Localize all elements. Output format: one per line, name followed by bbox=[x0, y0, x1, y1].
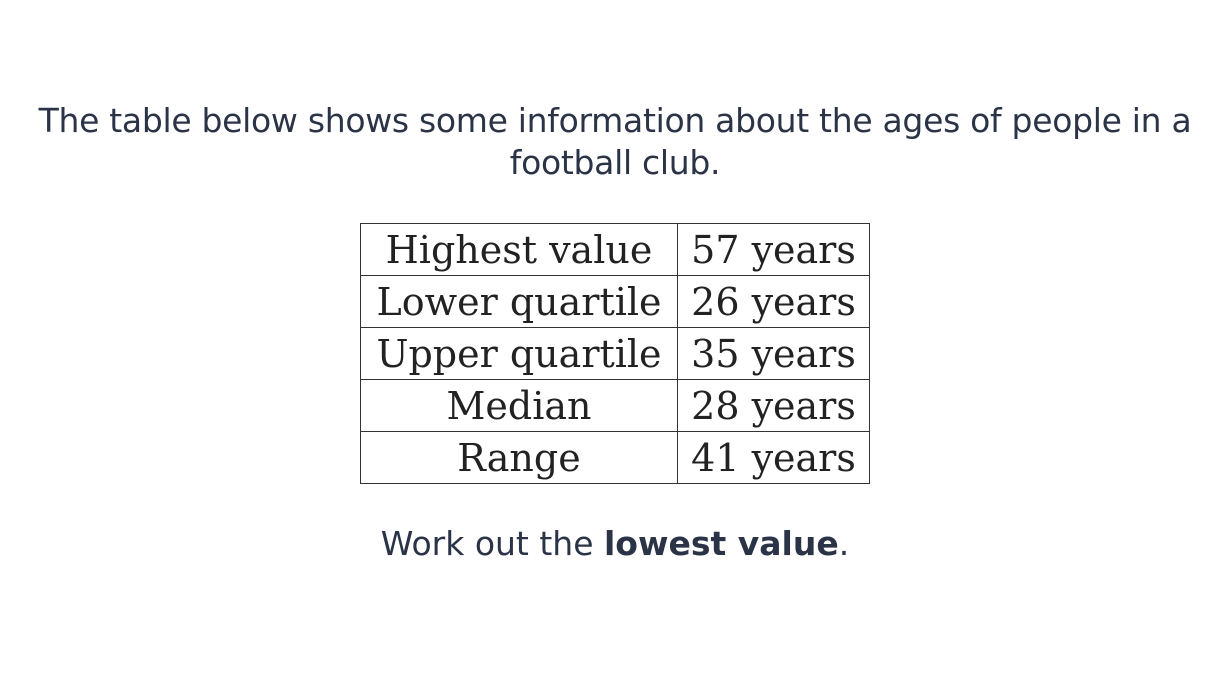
intro-line-2: football club. bbox=[509, 143, 721, 182]
row-value: 35 years bbox=[677, 327, 870, 380]
task-instruction: Work out the lowest value. bbox=[0, 522, 1230, 566]
row-value: 57 years bbox=[677, 223, 870, 276]
age-statistics-table: Highest value 57 years Lower quartile 26… bbox=[360, 223, 870, 484]
table-row: Median 28 years bbox=[360, 379, 870, 432]
question-intro: The table below shows some information a… bbox=[0, 100, 1230, 184]
task-suffix: . bbox=[838, 524, 850, 563]
intro-line-1: The table below shows some information a… bbox=[38, 101, 1192, 140]
row-label: Highest value bbox=[360, 223, 678, 276]
row-label: Median bbox=[360, 379, 678, 432]
task-emphasis: lowest value bbox=[604, 524, 839, 563]
task-prefix: Work out the bbox=[380, 524, 604, 563]
table-row: Upper quartile 35 years bbox=[360, 327, 870, 380]
table-row: Range 41 years bbox=[360, 431, 870, 484]
table-row: Highest value 57 years bbox=[360, 223, 870, 276]
row-value: 28 years bbox=[677, 379, 870, 432]
row-label: Range bbox=[360, 431, 678, 484]
row-label: Upper quartile bbox=[360, 327, 678, 380]
row-label: Lower quartile bbox=[360, 275, 678, 328]
row-value: 41 years bbox=[677, 431, 870, 484]
row-value: 26 years bbox=[677, 275, 870, 328]
table-row: Lower quartile 26 years bbox=[360, 275, 870, 328]
